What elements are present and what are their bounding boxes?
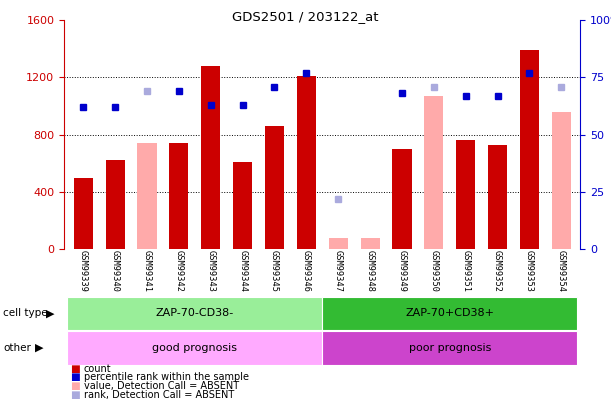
Text: GSM99349: GSM99349 bbox=[398, 250, 406, 292]
Text: GSM99345: GSM99345 bbox=[270, 250, 279, 292]
Bar bbox=[106, 160, 125, 249]
Bar bbox=[67, 331, 323, 364]
Text: ▶: ▶ bbox=[46, 309, 54, 318]
Text: GSM99346: GSM99346 bbox=[302, 250, 311, 292]
Text: GSM99347: GSM99347 bbox=[334, 250, 343, 292]
Text: ■: ■ bbox=[70, 364, 80, 373]
Text: poor prognosis: poor prognosis bbox=[409, 343, 491, 353]
Bar bbox=[424, 96, 444, 249]
Text: good prognosis: good prognosis bbox=[152, 343, 237, 353]
Text: GSM99351: GSM99351 bbox=[461, 250, 470, 292]
Bar bbox=[552, 112, 571, 249]
Text: value, Detection Call = ABSENT: value, Detection Call = ABSENT bbox=[84, 382, 239, 391]
Text: GSM99344: GSM99344 bbox=[238, 250, 247, 292]
Bar bbox=[201, 66, 221, 249]
Text: cell type: cell type bbox=[3, 309, 48, 318]
Bar bbox=[323, 297, 577, 330]
Text: GSM99343: GSM99343 bbox=[207, 250, 215, 292]
Text: GSM99342: GSM99342 bbox=[174, 250, 183, 292]
Text: GSM99341: GSM99341 bbox=[142, 250, 152, 292]
Bar bbox=[233, 162, 252, 249]
Text: GSM99352: GSM99352 bbox=[493, 250, 502, 292]
Text: GSM99353: GSM99353 bbox=[525, 250, 534, 292]
Bar bbox=[456, 141, 475, 249]
Text: GSM99350: GSM99350 bbox=[430, 250, 438, 292]
Bar bbox=[297, 76, 316, 249]
Text: rank, Detection Call = ABSENT: rank, Detection Call = ABSENT bbox=[84, 390, 234, 400]
Bar bbox=[329, 238, 348, 249]
Bar bbox=[488, 145, 507, 249]
Text: ■: ■ bbox=[70, 382, 80, 391]
Bar bbox=[74, 177, 93, 249]
Bar bbox=[265, 126, 284, 249]
Text: other: other bbox=[3, 343, 31, 353]
Text: GSM99348: GSM99348 bbox=[365, 250, 375, 292]
Bar bbox=[392, 149, 412, 249]
Bar bbox=[360, 238, 379, 249]
Text: ■: ■ bbox=[70, 373, 80, 382]
Text: GDS2501 / 203122_at: GDS2501 / 203122_at bbox=[232, 10, 379, 23]
Text: ZAP-70+CD38+: ZAP-70+CD38+ bbox=[405, 309, 494, 318]
Text: count: count bbox=[84, 364, 111, 373]
Text: ■: ■ bbox=[70, 390, 80, 400]
Bar bbox=[137, 143, 156, 249]
Text: GSM99354: GSM99354 bbox=[557, 250, 566, 292]
Bar bbox=[520, 50, 539, 249]
Text: ▶: ▶ bbox=[35, 343, 44, 353]
Text: GSM99340: GSM99340 bbox=[111, 250, 120, 292]
Bar bbox=[67, 297, 323, 330]
Text: percentile rank within the sample: percentile rank within the sample bbox=[84, 373, 249, 382]
Text: ZAP-70-CD38-: ZAP-70-CD38- bbox=[156, 309, 234, 318]
Text: GSM99339: GSM99339 bbox=[79, 250, 88, 292]
Bar bbox=[323, 331, 577, 364]
Bar bbox=[169, 143, 188, 249]
